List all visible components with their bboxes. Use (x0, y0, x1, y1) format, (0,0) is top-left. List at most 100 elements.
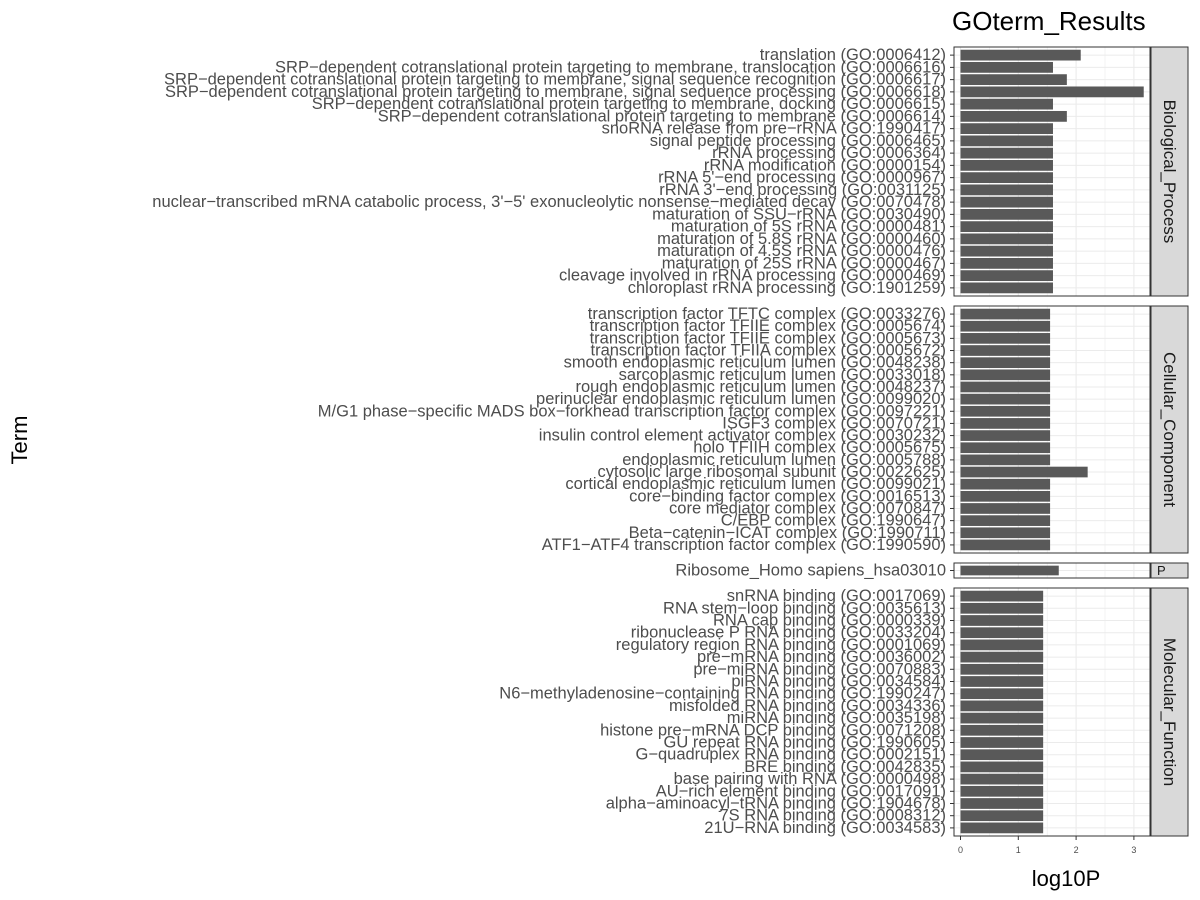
category-label: SRP−dependent cotranslational protein ta… (312, 95, 946, 113)
bar (960, 430, 1051, 441)
category-label: ISGF3 complex (GO:0070721) (722, 414, 946, 432)
bar (960, 98, 1053, 110)
category-label: BRE binding (GO:0042835) (744, 758, 946, 776)
facet-strip (1150, 587, 1189, 837)
bar (960, 478, 1051, 490)
bar (960, 308, 1051, 320)
bar (960, 773, 1044, 785)
category-label: M/G1 phase−specific MADS box−forkhead tr… (318, 402, 946, 420)
category-label: AU−rich element binding (GO:0017091) (656, 782, 946, 800)
bar (960, 257, 1053, 269)
category-label: insulin control element activator comple… (539, 427, 946, 445)
x-tick-label: 1 (1016, 845, 1021, 855)
bar (960, 381, 1051, 393)
bar (960, 172, 1053, 184)
bar (960, 798, 1044, 809)
category-label: 7S RNA binding (GO:0008312) (719, 807, 946, 825)
bar (960, 245, 1053, 257)
category-label: core−binding factor complex (GO:0016513) (629, 487, 946, 505)
category-label: snRNA binding (GO:0017069) (727, 587, 946, 605)
bar (960, 333, 1051, 344)
bar (960, 147, 1053, 159)
category-label: Ribosome_Homo sapiens_hsa03010 (675, 562, 946, 580)
category-label: histone pre−mRNA DCP binding (GO:0071208… (600, 721, 946, 739)
category-label: transcription factor TFIIE complex (GO:0… (590, 317, 946, 335)
bar (960, 651, 1044, 663)
bar (960, 135, 1053, 147)
bar (960, 663, 1044, 675)
bar (960, 590, 1044, 602)
category-label: maturation of 25S rRNA (GO:0000467) (662, 254, 946, 272)
category-label: core mediator complex (GO:0070847) (669, 499, 946, 517)
category-label: maturation of SSU−rRNA (GO:0030490) (652, 205, 946, 223)
bar (960, 822, 1044, 834)
category-label: 21U−RNA binding (GO:0034583) (704, 819, 946, 837)
category-label: transcription factor TFTC complex (GO:00… (588, 305, 946, 323)
category-label: ATF1−ATF4 transcription factor complex (… (542, 536, 946, 554)
facet-strip (1150, 46, 1189, 297)
bar (960, 602, 1044, 614)
category-label: cortical endoplasmic reticulum lumen (GO… (565, 475, 946, 493)
bar (960, 196, 1053, 208)
category-label: SRP−dependent cotranslational protein ta… (164, 71, 946, 89)
category-label: rRNA 5'−end processing (GO:0000967) (658, 169, 946, 187)
category-label: pre−miRNA binding (GO:0070883) (693, 660, 946, 678)
category-label: rough endoplasmic reticulum lumen (GO:00… (575, 378, 946, 396)
x-tick-label: 0 (958, 845, 963, 855)
chart-title: GOterm_Results (952, 6, 1146, 36)
category-label: holo TFIIH complex (GO:0005675) (693, 439, 946, 457)
bar (960, 454, 1051, 466)
bar (960, 345, 1051, 356)
bar (960, 221, 1053, 233)
category-label: alpha−aminoacyl−tRNA binding (GO:1904678… (606, 795, 946, 813)
bar (960, 615, 1044, 626)
category-label: G−quadruplex RNA binding (GO:0002151) (636, 746, 947, 764)
x-tick-label: 3 (1131, 845, 1136, 855)
bar (960, 761, 1044, 773)
category-label: transcription factor TFIIE complex (GO:0… (590, 329, 946, 347)
category-label: cleavage involved in rRNA processing (GO… (559, 267, 946, 285)
x-axis-label: log10P (1031, 866, 1101, 891)
bar (960, 749, 1044, 761)
bar (960, 393, 1051, 405)
bar (960, 639, 1044, 651)
category-label: Beta−catenin−ICAT complex (GO:1990711) (629, 524, 946, 542)
category-label: pre−mRNA binding (GO:0036002) (697, 648, 946, 666)
bar (960, 418, 1051, 429)
bar (960, 503, 1051, 514)
bar (960, 527, 1051, 539)
bar (960, 61, 1053, 73)
bar (960, 688, 1044, 700)
bar (960, 357, 1051, 369)
bar (960, 466, 1088, 478)
category-label: SRP−dependent cotranslational protein ta… (165, 83, 946, 101)
bar (960, 184, 1053, 196)
bar (960, 810, 1044, 822)
category-label: base pairing with RNA (GO:0000498) (674, 770, 946, 788)
category-label: C/EBP complex (GO:1990647) (721, 512, 946, 530)
category-label: cytosolic large ribosomal subunit (GO:00… (597, 463, 946, 481)
category-label: snoRNA release from pre−rRNA (GO:1990417… (602, 120, 946, 138)
bar (960, 405, 1051, 417)
bar (960, 270, 1053, 282)
bar (960, 369, 1051, 381)
bar (960, 208, 1053, 220)
panel-border (953, 562, 1151, 579)
bar (960, 712, 1044, 724)
panel-border (953, 46, 1151, 297)
category-label: rRNA modification (GO:0000154) (704, 156, 946, 174)
category-label: nuclear−transcribed mRNA catabolic proce… (152, 193, 946, 211)
bar (960, 785, 1044, 797)
bar (960, 86, 1144, 98)
category-label: piRNA binding (GO:0034584) (731, 673, 946, 691)
bar (960, 565, 1059, 576)
category-label: translation (GO:0006412) (760, 46, 946, 64)
x-tick-label: 2 (1074, 845, 1079, 855)
category-label: miRNA binding (GO:0035198) (727, 709, 946, 727)
category-label: maturation of 5.8S rRNA (GO:0000460) (657, 230, 946, 248)
category-label: transcription factor TFIIA complex (GO:0… (590, 342, 946, 360)
category-label: rRNA 3'−end processing (GO:0031125) (659, 181, 946, 199)
facet-strip-label: Biological_Process (1160, 100, 1179, 244)
